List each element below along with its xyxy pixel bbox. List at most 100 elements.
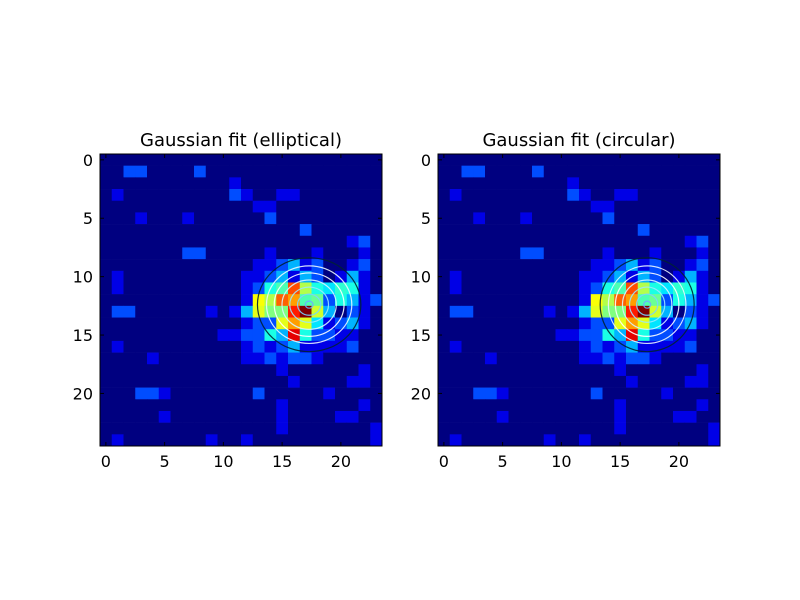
heatmap-cell — [135, 200, 148, 213]
heatmap-cell — [485, 375, 498, 388]
heatmap-cell — [461, 224, 474, 237]
heatmap-cell — [661, 364, 674, 377]
heatmap-cell — [673, 387, 686, 400]
heatmap-cell — [323, 317, 336, 330]
heatmap-cell — [626, 177, 639, 190]
heatmap-cell — [602, 352, 615, 365]
heatmap-cell — [111, 294, 124, 307]
heatmap-cell — [696, 317, 709, 330]
heatmap-cell — [532, 340, 545, 353]
heatmap-cell — [276, 305, 289, 318]
heatmap-cell — [217, 317, 230, 330]
heatmap-cell — [649, 340, 662, 353]
heatmap-cell — [358, 410, 371, 423]
heatmap-cell — [123, 352, 136, 365]
heatmap-cell — [288, 410, 301, 423]
heatmap-cell — [311, 375, 324, 388]
heatmap-cell — [170, 247, 183, 260]
heatmap-cell — [673, 305, 686, 318]
heatmap-cell — [579, 259, 592, 272]
heatmap-cell — [123, 387, 136, 400]
heatmap-cell — [100, 375, 113, 388]
heatmap-cell — [158, 165, 171, 178]
heatmap-cell — [276, 200, 289, 213]
heatmap-cell — [264, 165, 277, 178]
heatmap-cell — [358, 329, 371, 342]
heatmap-cell — [288, 317, 301, 330]
heatmap-cell — [461, 270, 474, 283]
heatmap-cell — [637, 235, 650, 248]
heatmap-cell — [579, 329, 592, 342]
heatmap-cell — [579, 434, 592, 447]
heatmap-cell — [543, 235, 556, 248]
heatmap-cell — [637, 294, 650, 307]
heatmap-cell — [276, 224, 289, 237]
heatmap-cell — [614, 399, 627, 412]
heatmap-cell — [135, 177, 148, 190]
heatmap-cell — [520, 282, 533, 295]
heatmap-cell — [276, 387, 289, 400]
heatmap-cell — [170, 200, 183, 213]
heatmap-cell — [614, 340, 627, 353]
heatmap-cell — [449, 317, 462, 330]
heatmap-cell — [170, 399, 183, 412]
heatmap-cell — [708, 247, 721, 260]
heatmap-cell — [252, 387, 265, 400]
heatmap-cell — [532, 329, 545, 342]
heatmap-cell — [346, 177, 359, 190]
heatmap-cell — [100, 224, 113, 237]
heatmap-cell — [370, 352, 383, 365]
heatmap-cell — [649, 165, 662, 178]
heatmap-cell — [252, 305, 265, 318]
heatmap-cell — [288, 399, 301, 412]
heatmap-cell — [288, 352, 301, 365]
heatmap-cell — [147, 247, 160, 260]
heatmap-cell — [323, 434, 336, 447]
y-tick-label: 5 — [421, 209, 431, 228]
heatmap-cell — [496, 305, 509, 318]
heatmap-cell — [485, 410, 498, 423]
heatmap-cell — [637, 189, 650, 202]
heatmap-cell — [590, 189, 603, 202]
heatmap-cell — [170, 294, 183, 307]
heatmap-cell — [252, 282, 265, 295]
heatmap-cell — [346, 270, 359, 283]
heatmap-cell — [335, 434, 348, 447]
heatmap-cell — [100, 422, 113, 435]
heatmap-cell — [358, 247, 371, 260]
heatmap-cell — [147, 340, 160, 353]
heatmap-cell — [438, 177, 451, 190]
contour-line — [256, 257, 362, 353]
heatmap-cell — [158, 364, 171, 377]
heatmap-cell — [520, 212, 533, 225]
heatmap-cell — [158, 259, 171, 272]
heatmap-cell — [170, 235, 183, 248]
heatmap-cell — [449, 235, 462, 248]
heatmap-cell — [311, 294, 324, 307]
heatmap-cell — [335, 270, 348, 283]
heatmap-cell — [661, 305, 674, 318]
heatmap-cell — [637, 422, 650, 435]
heatmap-cell — [229, 305, 242, 318]
heatmap-cell — [135, 189, 148, 202]
heatmap-cell — [241, 212, 254, 225]
heatmap-cell — [579, 364, 592, 377]
heatmap-cell — [532, 317, 545, 330]
heatmap-cell — [264, 177, 277, 190]
heatmap-cell — [158, 270, 171, 283]
heatmap-cell — [323, 212, 336, 225]
heatmap-cell — [335, 247, 348, 260]
heatmap-cell — [485, 165, 498, 178]
heatmap-cell — [346, 329, 359, 342]
heatmap-cell — [661, 317, 674, 330]
heatmap-cell — [311, 247, 324, 260]
heatmap-cell — [346, 154, 359, 166]
heatmap-cell — [123, 434, 136, 447]
heatmap-cell — [241, 177, 254, 190]
heatmap-cell — [649, 200, 662, 213]
heatmap-cell — [520, 317, 533, 330]
heatmap-cell — [217, 212, 230, 225]
heatmap-cell — [100, 364, 113, 377]
heatmap-cell — [111, 329, 124, 342]
heatmap-cell — [370, 154, 383, 166]
